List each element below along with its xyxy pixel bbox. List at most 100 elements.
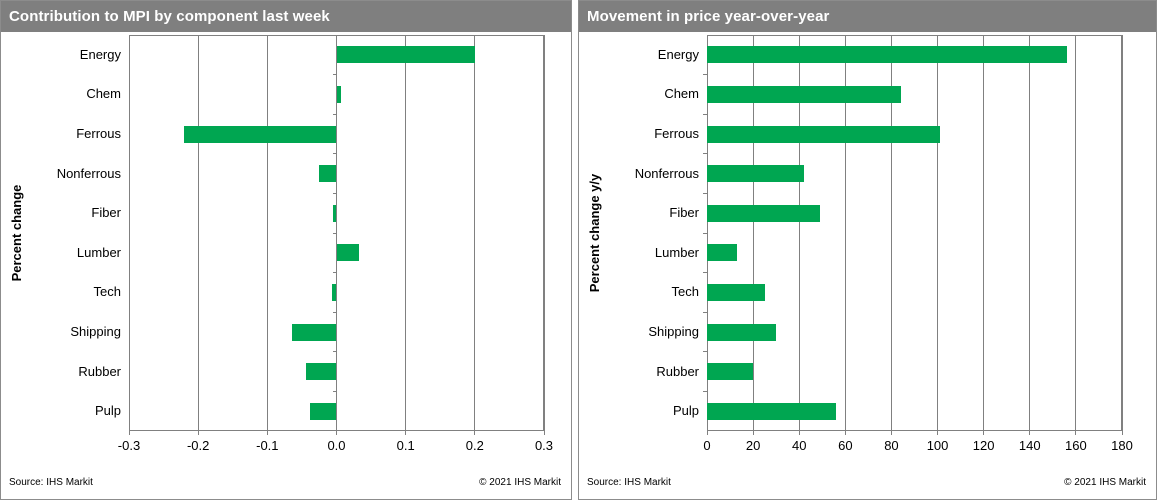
category-axis-tick — [703, 390, 707, 392]
gridline — [844, 35, 846, 431]
bar — [336, 46, 475, 64]
x-axis-tick — [983, 431, 985, 435]
gridline — [1075, 35, 1077, 431]
category-axis-tick — [703, 232, 707, 234]
x-tick-label: 100 — [926, 438, 949, 453]
bar — [319, 165, 337, 183]
bar — [336, 85, 342, 103]
bar — [292, 323, 337, 341]
gridline — [336, 35, 337, 431]
bar — [707, 283, 765, 301]
gridline — [266, 35, 268, 431]
price-movement-chart: Percent change y/y 0 20 40 60 80 100 120 140 160… — [579, 1, 1156, 499]
x-axis-tick — [798, 431, 800, 435]
category-label: Pulp — [672, 403, 699, 419]
bar — [184, 125, 337, 143]
category-label: Rubber — [656, 363, 699, 379]
copyright-note: © 2021 IHS Markit — [1064, 477, 1146, 488]
x-axis-tick — [752, 431, 754, 435]
gridline — [405, 35, 407, 431]
x-tick-label: 0.0 — [327, 438, 346, 453]
category-label: Shipping — [648, 324, 699, 339]
source-note: Source: IHS Markit — [587, 477, 671, 488]
category-label: Chem — [664, 86, 699, 102]
source-note: Source: IHS Markit — [9, 477, 93, 488]
gridline — [1029, 35, 1031, 431]
bar — [707, 46, 1067, 64]
gridline — [752, 35, 754, 431]
category-axis-tick — [703, 74, 707, 76]
category-label: Energy — [657, 46, 699, 62]
bar — [333, 204, 337, 222]
category-label: Pulp — [94, 403, 121, 419]
price-movement-panel: Movement in price year-over-year Percent… — [578, 0, 1157, 500]
category-label: Rubber — [78, 363, 121, 379]
x-tick-label: 180 — [1111, 438, 1133, 453]
bar — [707, 85, 901, 103]
mpi-contribution-chart: Percent change -0.3 -0.2 -0.1 0.0 0.1 0.2 0.3 E… — [1, 1, 571, 499]
category-label: Lumber — [76, 244, 121, 260]
x-axis-tick — [706, 431, 708, 435]
x-axis-tick — [1075, 431, 1077, 435]
gridline — [937, 35, 939, 431]
category-axis-tick — [703, 311, 707, 313]
x-axis-tick — [937, 431, 939, 435]
x-axis-tick — [266, 431, 268, 435]
category-axis-tick — [703, 192, 707, 194]
x-tick-label: 60 — [838, 438, 853, 453]
x-axis-tick — [1029, 431, 1031, 435]
x-axis-tick — [890, 431, 892, 435]
copyright-note: © 2021 IHS Markit — [479, 477, 561, 488]
x-tick-label: 40 — [791, 438, 807, 453]
x-axis-tick — [405, 431, 407, 435]
category-label: Shipping — [70, 324, 121, 339]
x-tick-label: 0.2 — [465, 438, 484, 453]
mpi-contribution-header: Contribution to MPI by component last we… — [1, 1, 571, 32]
category-axis-tick — [332, 153, 337, 155]
x-tick-label: -0.3 — [117, 438, 141, 453]
category-axis-tick — [332, 74, 337, 76]
x-axis-tick — [128, 431, 130, 435]
x-tick-label: 0.1 — [396, 438, 415, 453]
plot-border — [707, 35, 1122, 431]
category-label: Tech — [93, 284, 121, 300]
category-label: Energy — [79, 46, 121, 62]
plot-border — [129, 35, 544, 431]
category-axis-tick — [332, 272, 337, 274]
category-axis-tick — [332, 311, 337, 313]
bar — [707, 363, 754, 381]
bar — [707, 204, 820, 222]
category-label: Chem — [86, 86, 121, 102]
x-axis-tick — [197, 431, 199, 435]
bar — [707, 244, 737, 262]
gridline — [197, 35, 199, 431]
bar — [707, 125, 940, 143]
bar — [707, 165, 804, 183]
bar — [707, 323, 777, 341]
category-axis-tick — [703, 272, 707, 274]
x-tick-label: -0.2 — [186, 438, 210, 453]
gridline — [1121, 35, 1123, 431]
bar — [332, 283, 337, 301]
bar — [306, 363, 337, 381]
x-tick-label: 120 — [972, 438, 995, 453]
x-axis-tick — [1121, 431, 1123, 435]
x-axis-tick — [336, 431, 337, 435]
category-axis-tick — [703, 113, 707, 115]
x-tick-label: 80 — [884, 438, 899, 453]
x-tick-label: 140 — [1018, 438, 1041, 453]
category-axis-tick — [332, 351, 337, 353]
mpi-contribution-panel: Contribution to MPI by component last we… — [0, 0, 572, 500]
bar — [309, 402, 337, 420]
x-tick-label: -0.1 — [256, 438, 279, 453]
gridline — [543, 35, 545, 431]
category-label: Ferrous — [76, 126, 121, 141]
category-label: Nonferrous — [634, 165, 699, 181]
panel-title: Movement in price year-over-year — [587, 8, 830, 25]
gridline — [890, 35, 892, 431]
category-label: Fiber — [91, 205, 121, 221]
x-tick-label: 0 — [703, 438, 711, 453]
category-axis-tick — [703, 153, 707, 155]
category-label: Fiber — [669, 205, 699, 221]
category-axis-tick — [332, 390, 337, 392]
